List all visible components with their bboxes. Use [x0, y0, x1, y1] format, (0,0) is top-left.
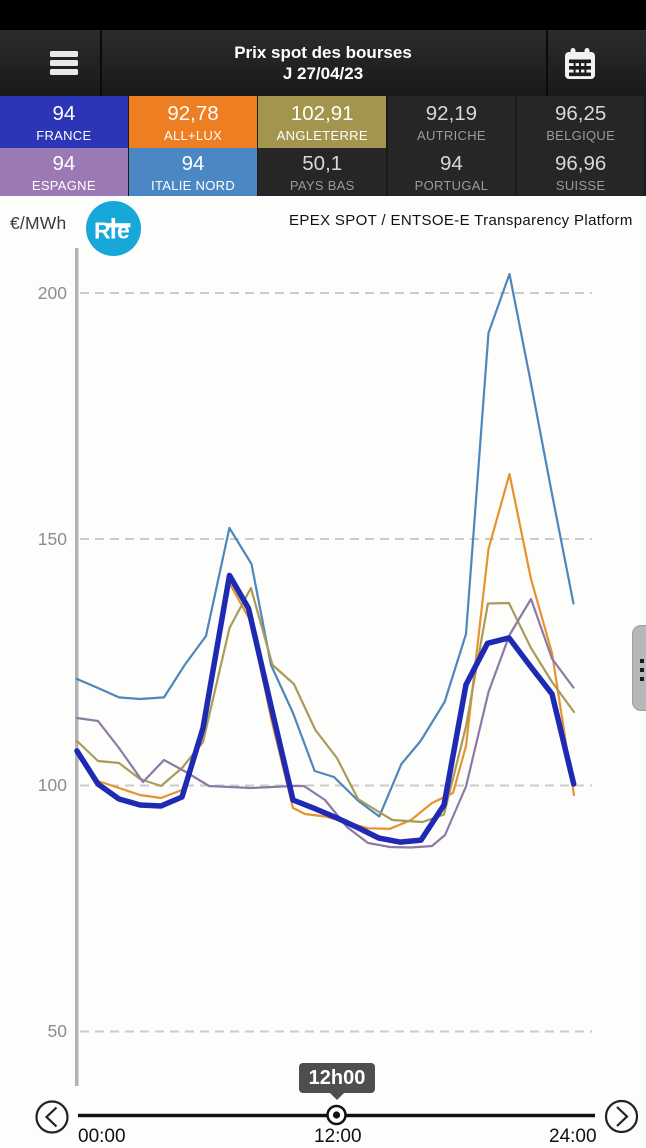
svg-text:150: 150 [38, 529, 67, 549]
svg-text:100: 100 [38, 775, 67, 795]
svg-text:200: 200 [38, 283, 67, 303]
svg-text:50: 50 [48, 1021, 68, 1041]
